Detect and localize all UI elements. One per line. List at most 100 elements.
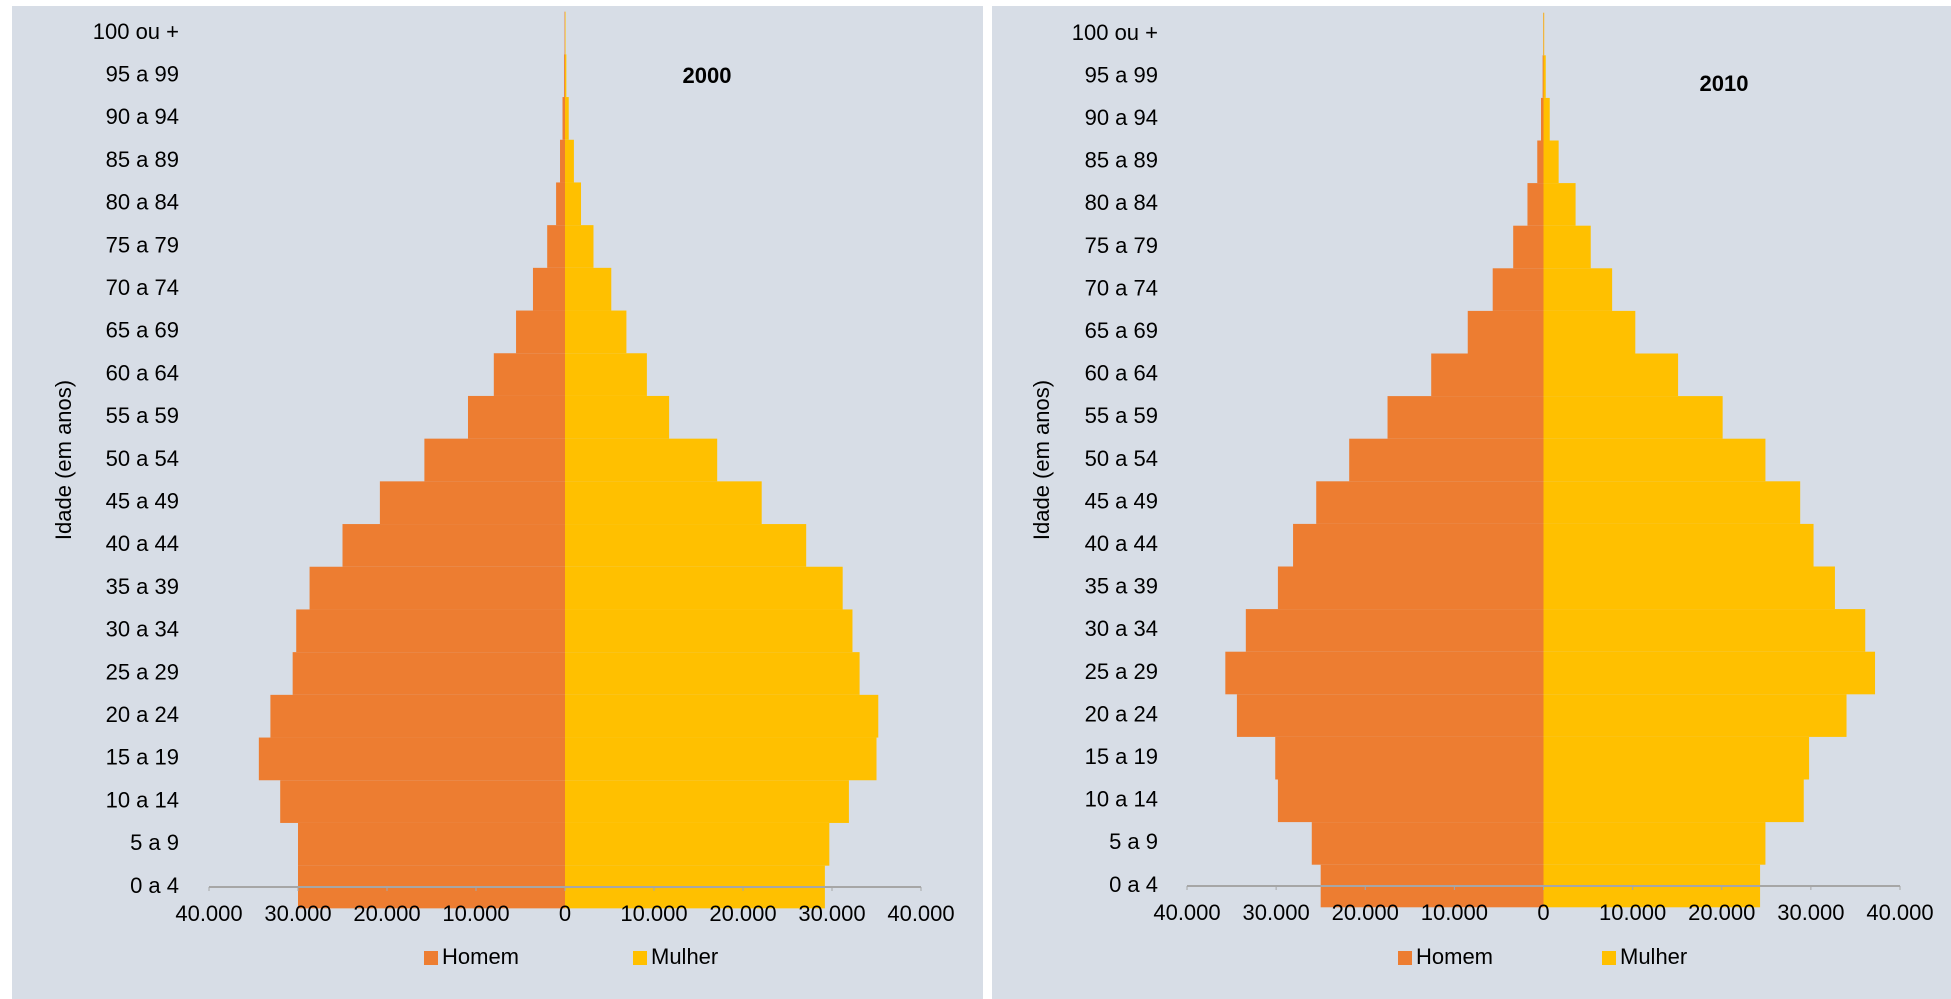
y-tick-label: 95 a 99: [1085, 62, 1158, 87]
y-tick-label: 40 a 44: [106, 531, 179, 556]
y-tick-label: 25 a 29: [1085, 659, 1158, 684]
bar: [556, 182, 565, 226]
bar: [1541, 97, 1544, 141]
bar: [564, 54, 565, 98]
x-tick-label: 0: [1537, 900, 1549, 925]
y-tick-label: 80 a 84: [1085, 190, 1158, 215]
bar: [296, 609, 565, 653]
y-tick-label: 25 a 29: [106, 659, 179, 684]
bar: [560, 139, 565, 183]
y-tick-label: 45 a 49: [106, 489, 179, 514]
legend-label: Homem: [442, 944, 519, 969]
y-tick-label: 50 a 54: [1085, 446, 1158, 471]
bar: [379, 481, 565, 525]
bar: [1543, 523, 1814, 567]
bar: [516, 310, 565, 354]
y-tick-label: 55 a 59: [1085, 403, 1158, 428]
y-tick-label: 5 a 9: [1109, 829, 1158, 854]
bar: [1543, 140, 1559, 184]
bar: [493, 353, 565, 396]
bar: [1277, 779, 1544, 823]
bar: [1543, 310, 1636, 354]
y-tick-label: 50 a 54: [106, 446, 179, 471]
bar: [532, 267, 565, 311]
bar: [1431, 353, 1544, 397]
x-tick-label: 30.000: [264, 901, 331, 926]
y-tick-label: 65 a 69: [106, 318, 179, 343]
bar: [1543, 736, 1810, 780]
chart-title: 2000: [683, 63, 732, 88]
x-tick-label: 10.000: [1421, 900, 1488, 925]
bar: [565, 97, 569, 140]
bar: [547, 225, 565, 268]
legend-swatch: [1602, 951, 1616, 965]
y-tick-label: 60 a 64: [1085, 361, 1158, 386]
bar: [1225, 651, 1544, 695]
y-tick-label: 100 ou +: [93, 19, 179, 44]
bar: [298, 822, 565, 866]
y-tick-label: 75 a 79: [106, 232, 179, 257]
bar: [565, 566, 843, 610]
bar: [309, 566, 565, 610]
x-tick-label: 30.000: [1777, 900, 1844, 925]
x-tick-label: 10.000: [442, 901, 509, 926]
bar: [292, 652, 565, 695]
y-tick-label: 0 a 4: [130, 873, 179, 898]
bar: [565, 694, 879, 738]
bar: [565, 225, 594, 268]
x-tick-label: 10.000: [1599, 900, 1666, 925]
bar: [467, 395, 565, 439]
y-tick-label: 5 a 9: [130, 830, 179, 855]
bar: [1543, 609, 1866, 652]
bar: [565, 353, 647, 396]
bar: [565, 54, 567, 98]
x-tick-label: 40.000: [175, 901, 242, 926]
bar: [1277, 566, 1544, 610]
bar: [1543, 481, 1801, 524]
y-tick-label: 0 a 4: [1109, 872, 1158, 897]
y-tick-label: 40 a 44: [1085, 531, 1158, 556]
bar: [1543, 779, 1804, 823]
y-tick-label: 90 a 94: [106, 104, 179, 129]
x-tick-label: 30.000: [798, 901, 865, 926]
x-tick-label: 20.000: [709, 901, 776, 926]
x-tick-label: 20.000: [1332, 900, 1399, 925]
legend-label: Mulher: [1620, 944, 1687, 969]
bar: [342, 524, 565, 567]
bar: [1236, 694, 1544, 737]
y-tick-label: 20 a 24: [1085, 701, 1158, 726]
bar: [1543, 396, 1723, 439]
y-tick-label: 15 a 19: [1085, 744, 1158, 769]
bar: [280, 780, 565, 823]
y-tick-label: 90 a 94: [1085, 105, 1158, 130]
bar: [1543, 97, 1550, 141]
bar: [565, 524, 807, 567]
bar: [565, 11, 566, 55]
bar: [1543, 12, 1545, 56]
y-tick-label: 95 a 99: [106, 62, 179, 87]
bar: [1245, 609, 1544, 652]
bar: [565, 267, 612, 311]
bar: [1349, 438, 1544, 482]
y-tick-label: 100 ou +: [1072, 20, 1158, 45]
bar: [1316, 481, 1544, 524]
x-tick-label: 40.000: [887, 901, 954, 926]
bar: [1513, 225, 1544, 269]
bar: [1311, 822, 1544, 865]
y-tick-label: 60 a 64: [106, 360, 179, 385]
y-tick-label: 70 a 74: [1085, 275, 1158, 300]
bar: [1543, 353, 1679, 397]
y-tick-label: 20 a 24: [106, 702, 179, 727]
y-tick-label: 10 a 14: [106, 787, 179, 812]
y-tick-label: 45 a 49: [1085, 488, 1158, 513]
legend-swatch: [1398, 951, 1412, 965]
y-tick-label: 30 a 34: [106, 617, 179, 642]
bar: [565, 139, 574, 183]
bar: [1537, 140, 1544, 184]
x-tick-label: 10.000: [620, 901, 687, 926]
bar: [565, 182, 582, 226]
bar: [565, 822, 830, 866]
y-tick-label: 65 a 69: [1085, 318, 1158, 343]
y-axis-label: Idade (em anos): [1029, 380, 1054, 540]
